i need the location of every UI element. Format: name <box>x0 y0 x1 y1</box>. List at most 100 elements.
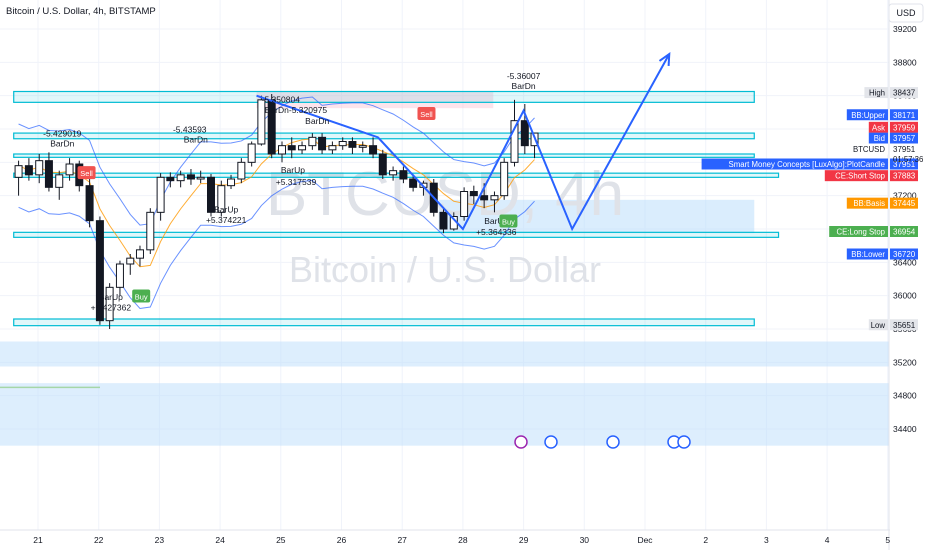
x-tick-9: 30 <box>580 535 590 545</box>
price-value-3: 37957 <box>893 134 916 143</box>
x-tick-7: 28 <box>458 535 468 545</box>
price-label-0: 38437 High <box>864 87 918 99</box>
price-name-8: CE:Long Stop <box>836 228 885 237</box>
background-bands <box>0 91 889 446</box>
annotation-10: +5.317539 <box>276 177 317 187</box>
candle-10 <box>115 260 124 296</box>
event-icon-1[interactable] <box>544 435 558 449</box>
candle-body-13 <box>146 211 155 251</box>
candle-body-32 <box>338 141 347 147</box>
candle-1 <box>24 158 33 181</box>
candle-body-20 <box>217 185 226 213</box>
candle-44 <box>460 187 469 221</box>
price-name-bg-6 <box>824 170 888 182</box>
price-label-7: 37445 BB:Basis <box>846 197 918 209</box>
signal-buy-2: Buy <box>132 289 151 303</box>
candle-12 <box>135 245 144 267</box>
candle-35 <box>369 137 378 159</box>
price-name-bg-7 <box>846 197 888 209</box>
price-name-2: Ask <box>872 123 885 132</box>
event-icon-4[interactable] <box>677 435 691 449</box>
price-value-10: 35651 <box>893 321 916 330</box>
x-tick-0: 21 <box>33 535 43 545</box>
candle-body-24 <box>257 99 266 145</box>
candle-body-31 <box>328 145 337 151</box>
candle-body-5 <box>65 163 74 176</box>
candle-body-4 <box>55 174 64 188</box>
candle-body-42 <box>439 211 448 230</box>
candle-3 <box>44 152 53 192</box>
bb-basis-line <box>18 138 535 268</box>
signal-bg-1 <box>417 107 436 120</box>
candle-48 <box>500 158 509 200</box>
candle-24 <box>257 95 266 146</box>
price-value-bg-4 <box>890 143 918 155</box>
candle-body-23 <box>247 143 256 163</box>
candle-body-15 <box>166 176 175 182</box>
candle-body-21 <box>227 178 236 187</box>
signal-labels: Sell Sell Buy Buy <box>77 107 518 303</box>
candle-8 <box>95 216 104 325</box>
candle-36 <box>378 149 387 179</box>
x-tick-6: 27 <box>397 535 407 545</box>
candle-body-9 <box>105 286 114 322</box>
currency-button[interactable] <box>888 3 924 23</box>
x-tick-4: 25 <box>276 535 286 545</box>
price-value-bg-6 <box>890 170 918 182</box>
signal-text-3: Buy <box>502 218 515 227</box>
price-value-bg-7 <box>890 197 918 209</box>
annotation-4: BarDn <box>305 116 329 126</box>
candle-body-38 <box>399 170 408 180</box>
annotation-9: BarUp <box>281 165 305 175</box>
candle-14 <box>156 173 165 221</box>
projection-arrowhead <box>658 51 671 67</box>
candle-19 <box>206 174 215 217</box>
price-name-bg-4 <box>855 143 888 155</box>
candle-49 <box>510 99 519 167</box>
x-tick-10: Dec <box>637 535 653 545</box>
annotation-15: BarUp <box>99 292 123 302</box>
x-tick-3: 24 <box>215 535 225 545</box>
x-tick-1: 22 <box>94 535 104 545</box>
price-label-8: 36954 CE:Long Stop <box>829 226 918 237</box>
event-icon-2[interactable] <box>606 435 620 449</box>
candle-body-34 <box>358 145 367 148</box>
annotation-11: BarUp <box>214 204 238 214</box>
price-label-10: 35651 Low <box>868 319 918 331</box>
price-value-bg-2 <box>890 121 918 133</box>
price-value-7: 37445 <box>893 199 916 208</box>
price-label-4: 37951 BTCUSD <box>853 143 918 155</box>
candle-body-49 <box>510 120 519 163</box>
x-tick-13: 4 <box>825 535 830 545</box>
price-value-5: 37951 <box>893 160 916 169</box>
y-tick-11: 34800 <box>893 391 917 401</box>
x-tick-2: 23 <box>155 535 165 545</box>
event-icon-0[interactable] <box>514 435 528 449</box>
candle-body-11 <box>126 257 135 265</box>
candle-16 <box>176 170 185 188</box>
candle-29 <box>308 133 317 150</box>
price-value-6: 37883 <box>893 172 916 181</box>
bollinger-bands <box>18 96 535 309</box>
bg-band-2 <box>0 383 889 446</box>
time-axis[interactable]: 21 22 23 24 25 26 27 28 29 30 Dec 2 3 4 5 <box>33 535 890 545</box>
candle-body-30 <box>318 136 327 151</box>
candle-body-12 <box>135 249 144 259</box>
candle-body-39 <box>409 178 418 188</box>
candle-39 <box>409 174 418 192</box>
y-tick-5: 37200 <box>893 191 917 201</box>
annotation-2: -5.350804 <box>262 94 301 104</box>
zone-4 <box>13 231 780 238</box>
candle-26 <box>278 141 287 163</box>
candle-body-17 <box>186 174 195 180</box>
x-tick-12: 3 <box>764 535 769 545</box>
candle-body-7 <box>85 185 94 222</box>
candle-7 <box>85 176 94 228</box>
bg-band-1 <box>0 341 889 367</box>
candle-body-28 <box>298 145 307 151</box>
price-name-4: BTCUSD <box>853 145 885 154</box>
price-name-bg-8 <box>829 226 888 237</box>
bb-lower-line <box>18 179 535 309</box>
candle-body-36 <box>378 153 387 176</box>
